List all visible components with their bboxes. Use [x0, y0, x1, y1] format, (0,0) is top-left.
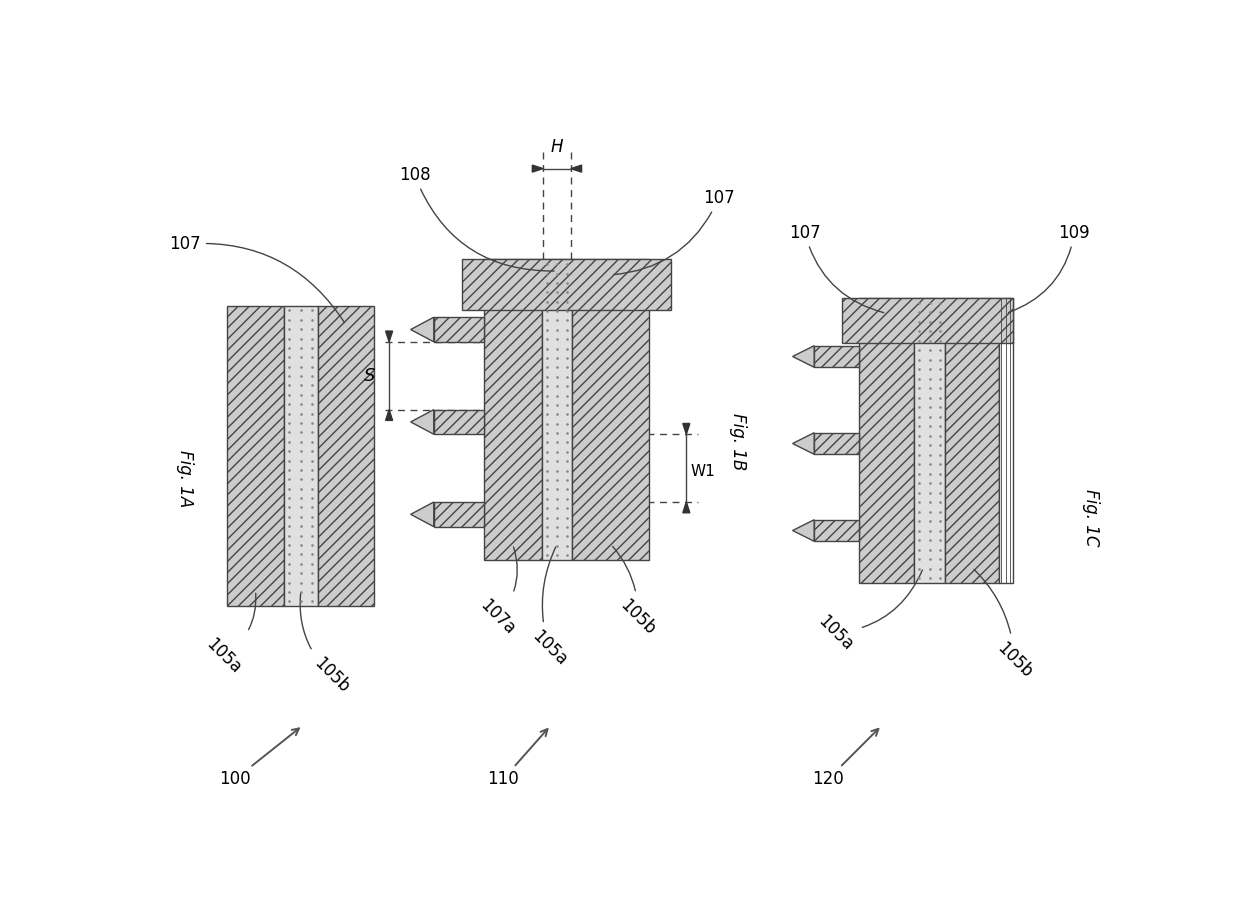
Bar — [227, 306, 284, 606]
Text: 108: 108 — [399, 166, 554, 271]
Bar — [434, 410, 484, 435]
Bar — [914, 298, 945, 583]
Text: 105a: 105a — [528, 547, 570, 670]
Polygon shape — [683, 502, 689, 513]
Bar — [815, 433, 859, 455]
Text: 100: 100 — [219, 729, 299, 788]
Bar — [484, 260, 542, 559]
Text: 105b: 105b — [300, 593, 353, 697]
Polygon shape — [532, 165, 543, 172]
Text: Fig. 1B: Fig. 1B — [729, 413, 746, 470]
Bar — [319, 306, 373, 606]
Bar — [815, 520, 859, 541]
Text: 105b: 105b — [613, 547, 660, 639]
Polygon shape — [792, 345, 815, 367]
Text: S: S — [363, 367, 376, 384]
Text: 107: 107 — [169, 235, 345, 322]
Bar — [434, 502, 484, 527]
Text: Fig. 1A: Fig. 1A — [176, 450, 193, 507]
Bar — [999, 298, 1013, 583]
Bar — [284, 306, 319, 606]
Polygon shape — [683, 424, 689, 435]
Polygon shape — [792, 433, 815, 455]
Bar — [542, 260, 573, 559]
Polygon shape — [792, 520, 815, 541]
Text: 110: 110 — [487, 729, 548, 788]
Text: 105a: 105a — [202, 593, 255, 677]
Text: H: H — [551, 138, 563, 157]
Text: 107: 107 — [614, 189, 734, 274]
Bar — [842, 298, 1013, 343]
Text: Fig. 1C: Fig. 1C — [1083, 488, 1100, 547]
Bar — [463, 260, 671, 310]
Text: 107: 107 — [789, 223, 884, 312]
Bar — [434, 317, 484, 342]
Polygon shape — [386, 410, 393, 420]
Bar — [859, 298, 914, 583]
Polygon shape — [410, 410, 434, 435]
Text: 105b: 105b — [973, 569, 1035, 681]
Bar — [815, 345, 859, 367]
Text: 120: 120 — [812, 729, 878, 788]
Bar — [945, 298, 999, 583]
Polygon shape — [410, 317, 434, 342]
Text: 109: 109 — [1008, 223, 1090, 312]
Polygon shape — [410, 502, 434, 527]
Text: 107a: 107a — [476, 547, 518, 639]
Text: W1: W1 — [691, 465, 715, 479]
Polygon shape — [386, 331, 393, 342]
Bar — [573, 260, 650, 559]
Polygon shape — [570, 165, 582, 172]
Text: 105a: 105a — [815, 570, 923, 654]
